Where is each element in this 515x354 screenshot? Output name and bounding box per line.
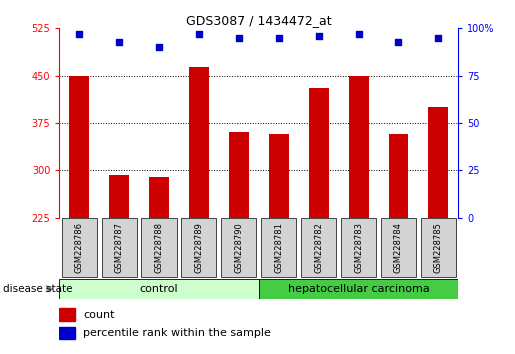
Point [274,35,283,41]
FancyBboxPatch shape [261,218,296,277]
Bar [349,76,369,218]
Point [354,31,363,37]
Point [155,45,163,50]
FancyBboxPatch shape [142,218,177,277]
Bar [69,76,89,218]
Text: GSM228781: GSM228781 [274,222,283,273]
Point [235,35,243,41]
FancyBboxPatch shape [341,218,376,277]
FancyBboxPatch shape [301,218,336,277]
Point [75,31,83,37]
Text: GSM228785: GSM228785 [434,222,443,273]
Point [315,33,323,39]
Point [434,35,442,41]
FancyBboxPatch shape [62,218,97,277]
Point [195,31,203,37]
FancyBboxPatch shape [421,218,456,277]
Text: GSM228788: GSM228788 [154,222,163,273]
Text: GSM228789: GSM228789 [195,222,203,273]
Bar [229,132,249,218]
FancyBboxPatch shape [181,218,216,277]
FancyBboxPatch shape [59,279,259,299]
Text: count: count [83,309,115,320]
Text: GSM228784: GSM228784 [394,222,403,273]
Point [115,39,123,44]
FancyBboxPatch shape [381,218,416,277]
Bar [149,177,169,218]
Text: GSM228790: GSM228790 [234,222,243,273]
Text: percentile rank within the sample: percentile rank within the sample [83,328,271,338]
Bar [59,327,75,339]
Title: GDS3087 / 1434472_at: GDS3087 / 1434472_at [186,14,332,27]
Bar [269,134,289,218]
Text: disease state: disease state [3,284,72,294]
Text: control: control [140,284,178,294]
FancyBboxPatch shape [259,279,458,299]
Text: GSM228783: GSM228783 [354,222,363,273]
Text: GSM228787: GSM228787 [115,222,124,273]
Bar [59,308,75,321]
Bar [109,175,129,218]
Bar [189,68,209,218]
Text: hepatocellular carcinoma: hepatocellular carcinoma [288,284,430,294]
Bar [308,88,329,218]
Text: GSM228786: GSM228786 [75,222,83,273]
Point [394,39,403,44]
FancyBboxPatch shape [221,218,256,277]
FancyBboxPatch shape [101,218,136,277]
Bar [388,134,408,218]
Bar [428,107,449,218]
Text: GSM228782: GSM228782 [314,222,323,273]
